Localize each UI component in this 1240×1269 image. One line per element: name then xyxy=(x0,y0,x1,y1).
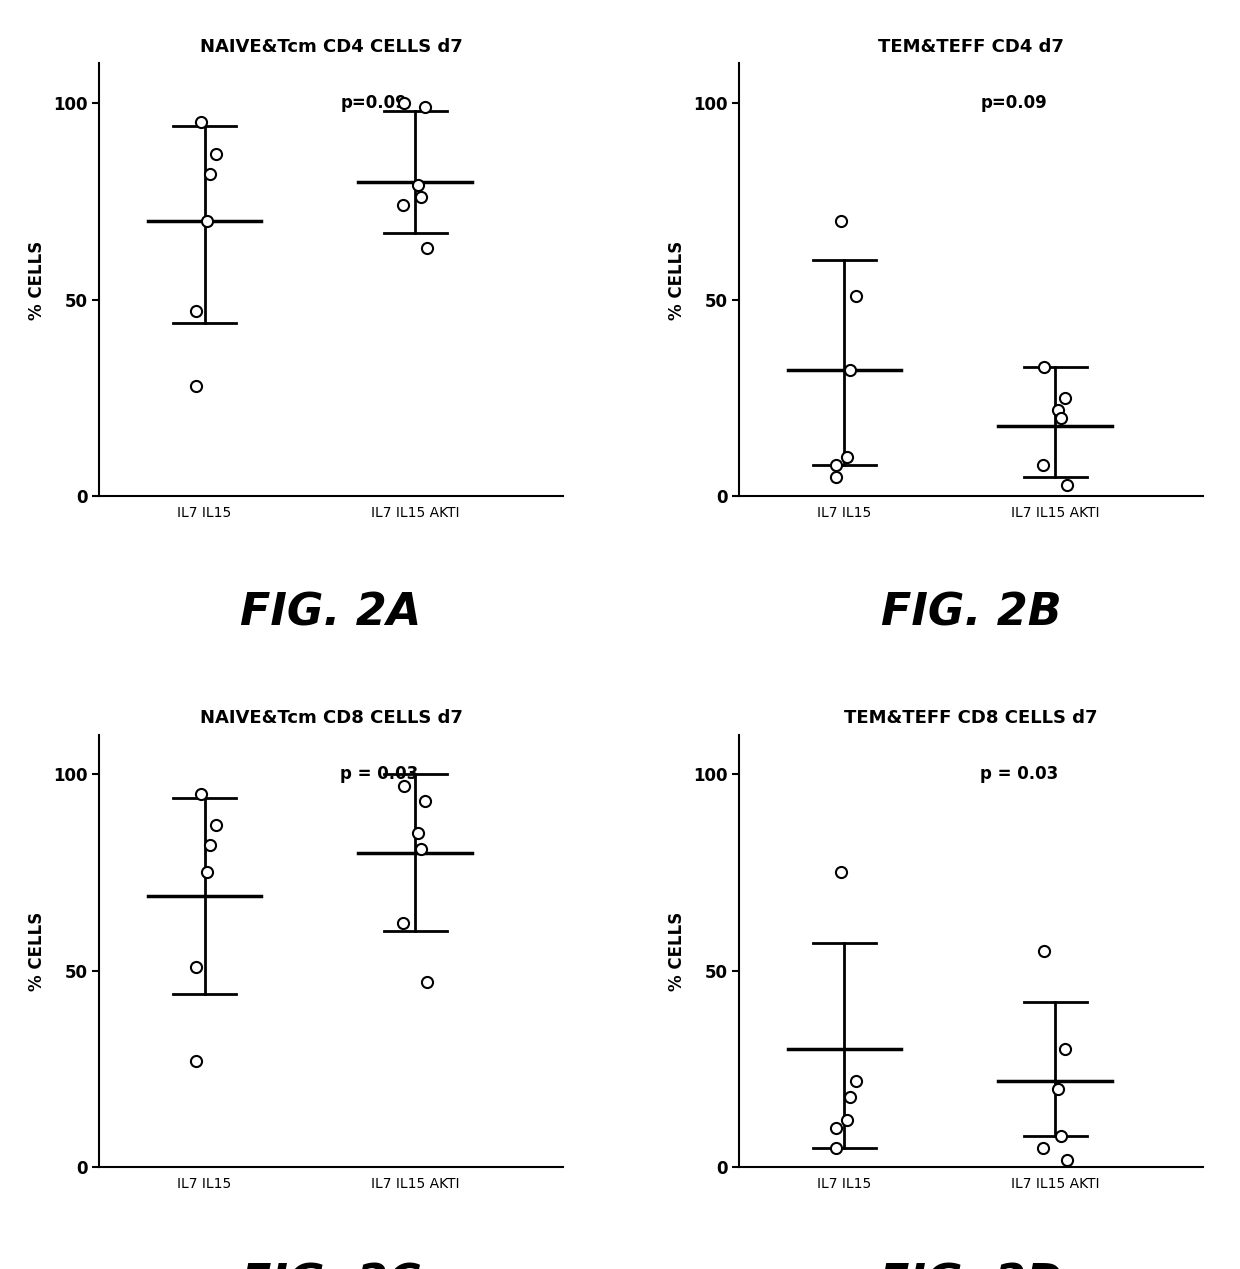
Title: TEM&TEFF CD8 CELLS d7: TEM&TEFF CD8 CELLS d7 xyxy=(844,709,1097,727)
Title: NAIVE&Tcm CD8 CELLS d7: NAIVE&Tcm CD8 CELLS d7 xyxy=(200,709,463,727)
Text: p = 0.03: p = 0.03 xyxy=(340,765,419,783)
Text: FIG. 2B: FIG. 2B xyxy=(880,591,1061,634)
Title: TEM&TEFF CD4 d7: TEM&TEFF CD4 d7 xyxy=(878,38,1064,56)
Text: p=0.09: p=0.09 xyxy=(340,94,407,112)
Y-axis label: % CELLS: % CELLS xyxy=(668,240,686,320)
Text: p = 0.03: p = 0.03 xyxy=(981,765,1059,783)
Text: FIG. 2C: FIG. 2C xyxy=(242,1263,420,1269)
Y-axis label: % CELLS: % CELLS xyxy=(29,911,46,991)
Text: FIG. 2A: FIG. 2A xyxy=(241,591,422,634)
Text: p=0.09: p=0.09 xyxy=(981,94,1047,112)
Y-axis label: % CELLS: % CELLS xyxy=(668,911,686,991)
Y-axis label: % CELLS: % CELLS xyxy=(29,240,46,320)
Title: NAIVE&Tcm CD4 CELLS d7: NAIVE&Tcm CD4 CELLS d7 xyxy=(200,38,463,56)
Text: FIG. 2D: FIG. 2D xyxy=(879,1263,1063,1269)
